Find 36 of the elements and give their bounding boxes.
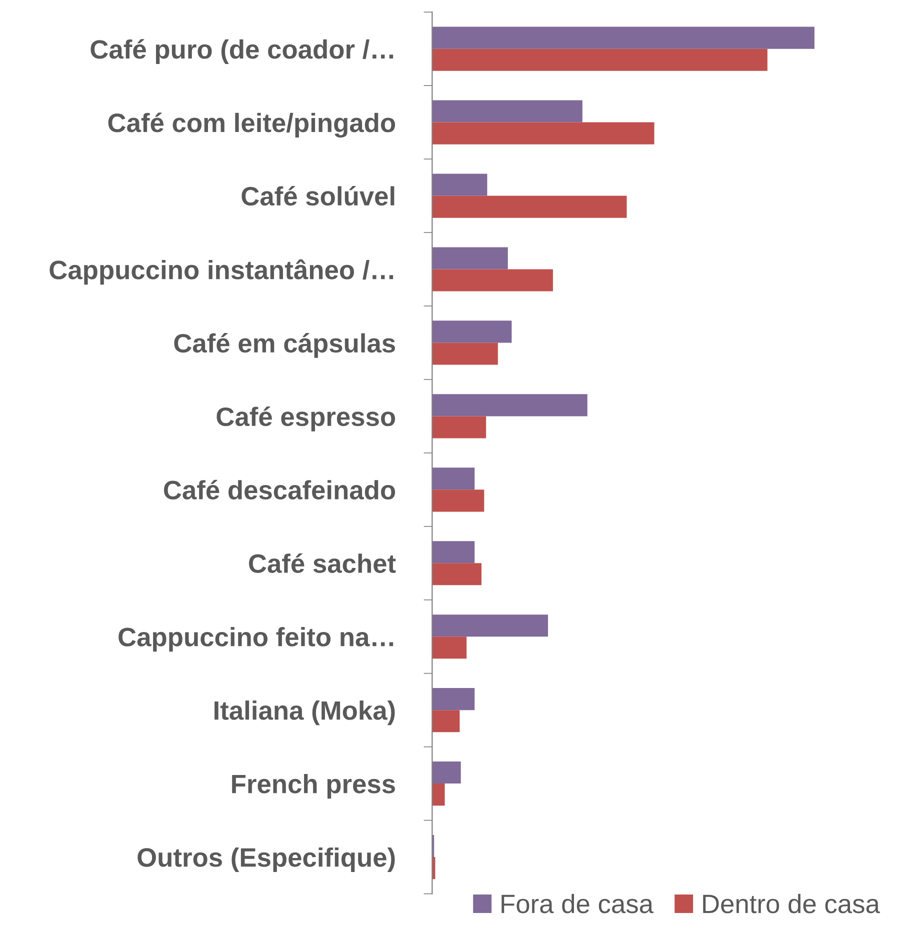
bar (432, 196, 627, 218)
y-tick-label: Outros (Especifique) (138, 847, 395, 872)
bar (432, 48, 768, 71)
bar (432, 342, 498, 365)
y-tick-label: Café com leite/pingado (108, 112, 396, 138)
y-tick-label: Cappuccino feito na… (118, 627, 394, 652)
bar (432, 490, 484, 512)
legend-label: Dentro de casa (703, 894, 880, 914)
bar (432, 122, 654, 144)
y-tick-label: Cappuccino instantâneo /… (50, 259, 394, 285)
y-tick-label: Café descafeinado (164, 480, 396, 500)
y-tick-label: Café puro (de coador /… (90, 39, 394, 64)
bar (432, 394, 588, 416)
bar (432, 320, 512, 343)
bar (432, 762, 461, 784)
y-tick-label: Café sachet (249, 553, 396, 573)
bar (432, 26, 814, 49)
legend-label: Fora de casa (502, 894, 654, 914)
bar (432, 247, 508, 270)
bar (432, 468, 475, 490)
bar (432, 784, 445, 806)
bar (432, 636, 467, 659)
bar (432, 100, 582, 122)
bar (432, 614, 548, 637)
bar (432, 563, 482, 586)
y-tick-label: Café solúvel (242, 186, 394, 206)
y-tick-label: Café em cápsulas (174, 333, 395, 358)
bar (432, 174, 488, 196)
bar (432, 710, 460, 732)
y-tick-label: Café espresso (216, 406, 396, 432)
bar (432, 416, 486, 438)
y-tick-label: Italiana (Moka) (214, 700, 395, 726)
bar (432, 688, 475, 710)
y-tick-label: French press (232, 774, 395, 799)
bar (432, 541, 475, 564)
bar (432, 269, 553, 292)
